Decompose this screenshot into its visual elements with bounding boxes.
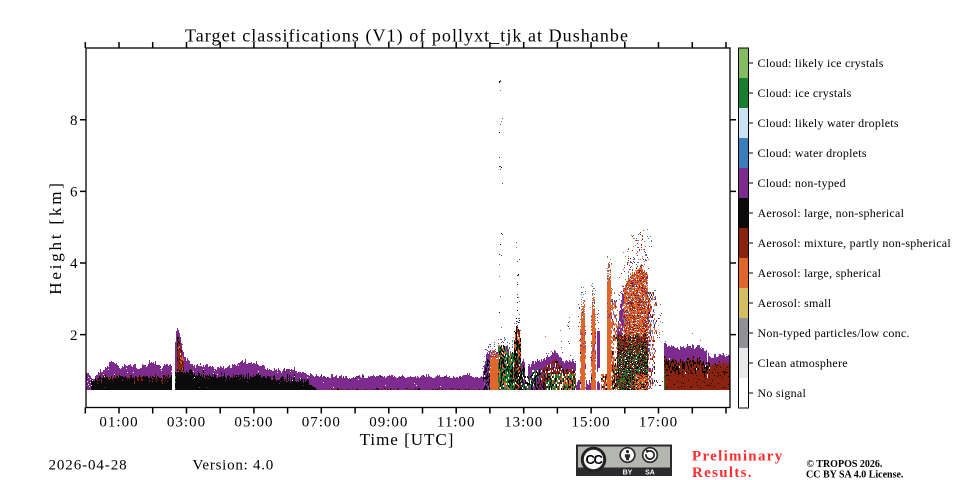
svg-text:Aerosol: mixture, partly non-s: Aerosol: mixture, partly non-spherical xyxy=(758,236,952,250)
svg-text:Cloud: likely water droplets: Cloud: likely water droplets xyxy=(758,116,899,130)
svg-text:Cloud: likely ice crystals: Cloud: likely ice crystals xyxy=(758,56,884,70)
svg-text:Preliminary: Preliminary xyxy=(692,449,784,465)
svg-text:BY: BY xyxy=(623,470,633,477)
svg-text:No signal: No signal xyxy=(758,386,807,400)
svg-text:Non-typed particles/low conc.: Non-typed particles/low conc. xyxy=(758,326,910,340)
svg-text:Aerosol: large, spherical: Aerosol: large, spherical xyxy=(758,266,882,280)
svg-text:11:00: 11:00 xyxy=(437,415,476,431)
svg-text:07:00: 07:00 xyxy=(302,415,341,431)
svg-text:Version: 4.0: Version: 4.0 xyxy=(193,458,275,474)
svg-text:Cloud: non-typed: Cloud: non-typed xyxy=(758,176,846,190)
svg-text:09:00: 09:00 xyxy=(369,415,408,431)
svg-text:15:00: 15:00 xyxy=(572,415,611,431)
svg-text:Clean atmosphere: Clean atmosphere xyxy=(758,356,848,370)
svg-text:CC BY SA 4.0 License.: CC BY SA 4.0 License. xyxy=(806,470,904,480)
svg-text:Aerosol: small: Aerosol: small xyxy=(758,296,832,310)
svg-text:SA: SA xyxy=(645,470,655,477)
svg-text:Results.: Results. xyxy=(692,465,753,480)
svg-text:8: 8 xyxy=(70,113,78,129)
svg-text:13:00: 13:00 xyxy=(504,415,543,431)
svg-text:4: 4 xyxy=(70,256,78,272)
svg-text:05:00: 05:00 xyxy=(234,415,273,431)
svg-text:2026-04-28: 2026-04-28 xyxy=(49,458,128,474)
svg-text:Cloud: water droplets: Cloud: water droplets xyxy=(758,146,867,160)
svg-text:6: 6 xyxy=(70,185,78,201)
svg-text:Cloud: ice crystals: Cloud: ice crystals xyxy=(758,86,852,100)
svg-text:© TROPOS 2026.: © TROPOS 2026. xyxy=(807,459,883,470)
svg-text:Target classifications (V1) of: Target classifications (V1) of pollyxt_t… xyxy=(185,26,629,47)
svg-text:03:00: 03:00 xyxy=(167,415,206,431)
svg-text:Aerosol: large, non-spherical: Aerosol: large, non-spherical xyxy=(758,206,905,220)
svg-text:Height [km]: Height [km] xyxy=(46,180,65,294)
svg-text:CC: CC xyxy=(586,452,604,467)
svg-text:2: 2 xyxy=(70,328,78,344)
svg-text:01:00: 01:00 xyxy=(99,415,138,431)
svg-text:Time [UTC]: Time [UTC] xyxy=(360,430,455,449)
svg-text:17:00: 17:00 xyxy=(639,415,678,431)
